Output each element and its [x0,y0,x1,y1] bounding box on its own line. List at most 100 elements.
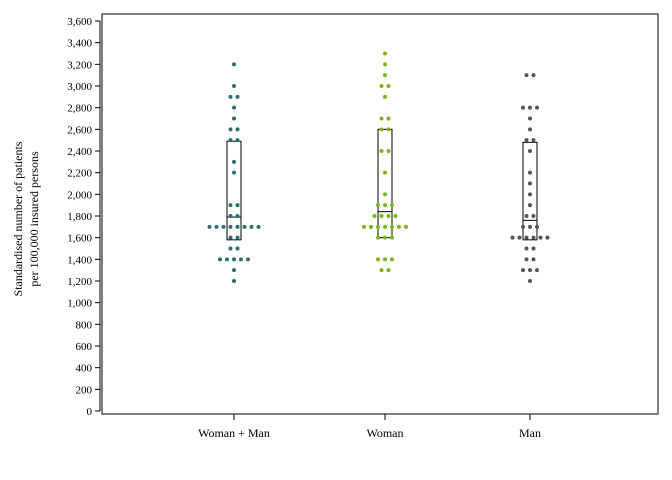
data-point [528,170,532,175]
data-point [235,138,240,143]
data-point [383,224,387,229]
data-point [362,224,366,229]
data-point [235,94,240,99]
data-point [383,203,387,208]
data-point [235,203,240,208]
data-point [390,257,394,262]
data-point [232,105,236,110]
x-axis: Woman + Man Woman Man [198,414,541,440]
y-tick-label: 1,200 [67,276,92,288]
data-point [383,257,387,262]
data-point [397,224,401,229]
y-tick-label: 0 [87,406,93,418]
data-point [207,224,212,229]
data-point [524,73,529,78]
data-point [379,127,384,132]
data-point [528,181,532,186]
data-point [214,224,219,229]
iqr-box [377,128,393,239]
y-axis: 0 200 400 600 800 1,000 1,200 1,400 1,600 1,800 2,… [67,16,101,418]
data-point [228,138,233,143]
data-point [228,224,233,229]
data-point [232,62,236,67]
y-tick-label: 1,400 [67,254,92,266]
data-point [528,203,532,208]
data-point [383,192,387,197]
data-point [390,224,394,229]
y-axis-title-line2: per 100,000 insured persons [27,151,41,287]
y-tick-label: 3,200 [67,59,92,71]
data-point [232,159,236,164]
data-point [232,116,236,121]
data-point [228,214,233,218]
data-point [524,246,529,251]
data-point [524,257,529,262]
data-point [376,235,380,240]
data-point [369,224,373,229]
data-point [531,214,536,218]
dots [207,51,550,283]
data-point [221,224,226,229]
data-point [249,224,254,229]
plot-frame [101,13,659,415]
data-point [228,203,233,208]
data-point [510,235,515,240]
y-tick-label: 2,800 [67,103,92,115]
data-point [232,257,236,262]
data-point [386,116,391,121]
data-point [535,105,539,110]
data-point [531,73,536,78]
data-point [524,214,529,218]
data-point [535,224,539,229]
data-point [390,203,394,208]
y-tick-label: 1,000 [67,298,92,310]
data-point [228,246,233,251]
data-point [232,84,236,88]
data-point [531,235,536,240]
data-point [528,224,532,229]
data-point [228,235,233,240]
data-point [383,235,387,240]
y-tick-label: 3,400 [67,38,92,50]
data-point [379,268,384,273]
iqr-box [522,141,538,241]
data-point [386,127,391,132]
data-point [239,257,243,262]
data-point [528,127,532,132]
y-tick-label: 2,600 [67,124,92,136]
data-point [386,84,391,88]
y-tick-label: 1,800 [67,211,92,223]
data-point [235,224,240,229]
y-tick-label: 1,600 [67,233,92,245]
data-point [521,105,525,110]
data-point [386,214,391,218]
data-point [235,246,240,251]
data-point [386,268,391,273]
data-point [393,214,398,218]
data-point [372,214,377,218]
data-point [528,268,532,273]
data-point [528,149,532,153]
data-point [531,257,536,262]
data-point [379,84,384,88]
boxes [226,128,538,241]
y-tick-label: 2,400 [67,146,92,158]
data-point [218,257,222,262]
data-point [232,170,236,175]
data-point [383,73,387,78]
data-point [528,116,532,121]
data-point [225,257,229,262]
data-point [376,257,380,262]
data-point [383,62,387,67]
data-point [379,214,384,218]
y-tick-label: 3,600 [67,16,92,28]
iqr-box [226,140,242,241]
y-tick-label: 2,200 [67,168,92,180]
data-point [521,268,525,273]
data-point [235,214,240,218]
x-tick-label: Man [519,426,541,440]
data-point [528,279,532,283]
data-point [376,224,380,229]
